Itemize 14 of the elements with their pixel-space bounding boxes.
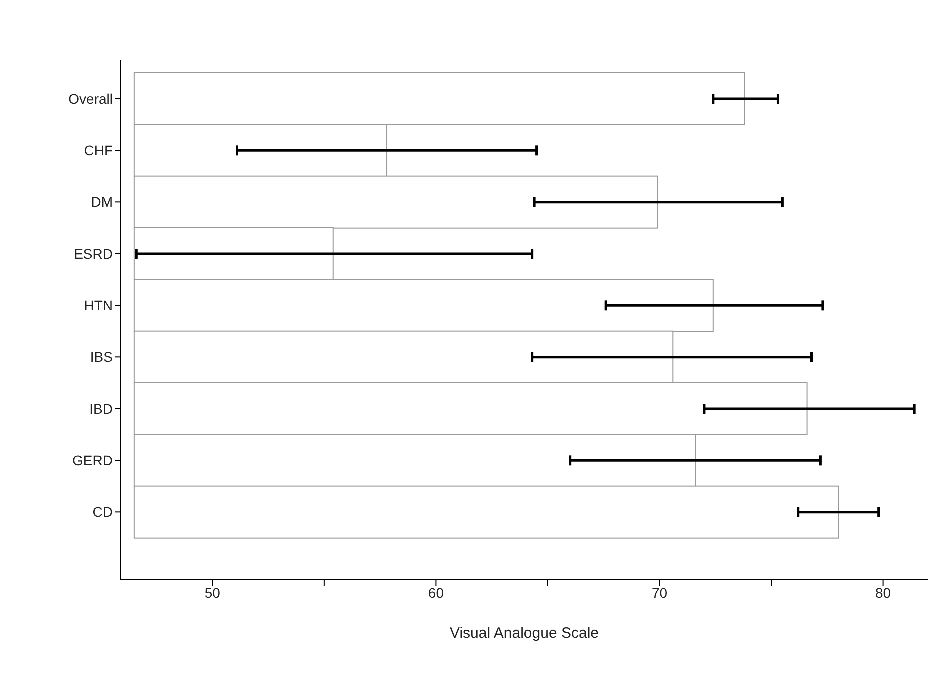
- y-tick-label: DM: [91, 194, 113, 210]
- x-axis-title: Visual Analogue Scale: [450, 625, 600, 642]
- x-tick-label: 50: [204, 584, 221, 601]
- y-tick-label: IBD: [90, 400, 113, 417]
- x-tick-label: 80: [876, 584, 892, 601]
- x-tick-label: 70: [652, 584, 668, 601]
- y-tick-label: Overall: [68, 90, 113, 107]
- x-tick-label: 60: [428, 584, 444, 601]
- y-tick-label: GERD: [72, 452, 113, 468]
- y-tick-label: CD: [92, 504, 113, 520]
- y-tick-label: ESRD: [74, 246, 113, 262]
- y-tick-label: IBS: [90, 349, 113, 366]
- y-tick-label: HTN: [84, 297, 113, 314]
- y-tick-label: CHF: [84, 142, 113, 158]
